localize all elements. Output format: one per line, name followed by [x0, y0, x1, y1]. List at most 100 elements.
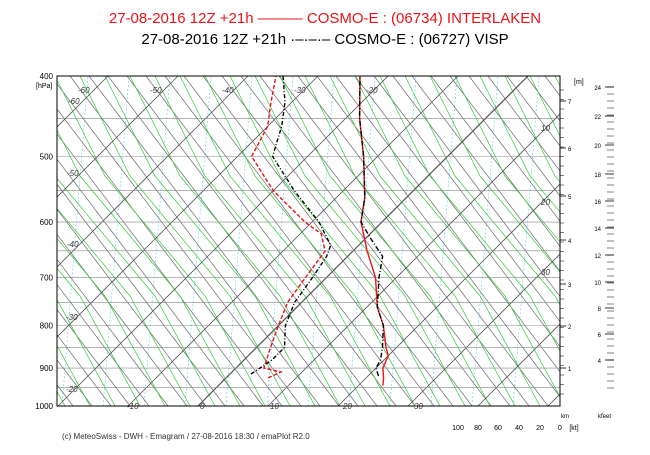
isotherm-label: -20	[366, 86, 378, 95]
isotherm-label: 0	[200, 402, 205, 411]
dry-adiabat-line	[126, 76, 378, 406]
dry-adiabat-line	[449, 76, 560, 222]
dry-adiabat-line	[107, 76, 359, 406]
dry-adiabat-line	[506, 76, 560, 147]
footer-text: (c) MeteoSwiss - DWH - Emagram / 27-08-2…	[62, 432, 310, 441]
pressure-tick-label: 400	[40, 72, 54, 81]
dry-adiabat-line	[57, 309, 131, 406]
isotherm-label: -40	[67, 240, 79, 249]
isotherm-label: 20	[342, 402, 352, 411]
mixing-ratio-line	[471, 76, 499, 406]
wind-scale-label: 0	[558, 425, 562, 432]
isotherm-label: -40	[222, 86, 234, 95]
kfeet-tick-label: 12	[594, 254, 601, 260]
interlaken-dewpoint-line	[250, 76, 326, 379]
moist-adiabat-line	[354, 76, 560, 398]
isotherm-label: 10	[270, 402, 279, 411]
isotherm-line	[337, 183, 560, 406]
mixing-ratio-line	[266, 76, 294, 406]
isotherm-line	[618, 76, 650, 406]
height-tick-label: 7	[568, 100, 572, 106]
height-axis-label: [m]	[574, 79, 584, 86]
isotherm-line	[57, 76, 249, 268]
isotherm-line	[407, 253, 560, 406]
moist-adiabat-line	[57, 267, 141, 406]
isotherm-line	[547, 393, 560, 406]
dry-adiabat-line	[57, 334, 112, 406]
moist-adiabat-line	[504, 76, 560, 183]
moist-adiabat-line	[104, 76, 316, 406]
isotherm-label: -10	[127, 402, 139, 411]
isotherm-line	[267, 113, 560, 406]
title-visp: 27-08-2016 12Z +21h ·–·–·– COSMO-E : (06…	[141, 31, 509, 48]
dry-adiabat-line	[57, 108, 283, 406]
dry-adiabat-line	[0, 76, 35, 406]
visp-dewpoint-line	[250, 76, 332, 375]
dry-adiabat-line	[164, 76, 416, 406]
pressure-axis-label: [hPa]	[36, 83, 52, 90]
isotherm-label: -50	[67, 169, 79, 178]
dry-adiabat-line	[57, 133, 264, 406]
moist-adiabat-line	[404, 76, 560, 306]
moist-adiabat-line	[129, 76, 341, 406]
kfeet-tick-label: 16	[594, 200, 601, 206]
moist-adiabat-line	[57, 207, 191, 406]
moist-adiabat-line	[79, 76, 291, 406]
dry-adiabat-line	[69, 76, 321, 406]
dry-adiabat-line	[297, 76, 549, 406]
height-tick-label: 4	[568, 239, 572, 245]
dry-adiabat-line	[57, 183, 226, 406]
mixing-ratio-line	[389, 76, 417, 406]
moist-adiabat-line	[57, 344, 91, 406]
dry-adiabat-line	[259, 76, 511, 406]
dry-adiabat-line	[278, 76, 530, 406]
visp-temperature-line	[358, 76, 385, 377]
kfeet-tick-label: 10	[594, 281, 601, 287]
dry-adiabat-line	[583, 76, 650, 406]
dry-adiabat-line	[240, 76, 492, 406]
kfeet-tick-label: 18	[594, 173, 601, 179]
profile-lines	[250, 76, 389, 386]
dry-adiabat-line	[57, 158, 245, 406]
dry-adiabat-line	[621, 76, 650, 406]
isotherm-line	[197, 76, 529, 406]
height-tick-label: 3	[568, 283, 572, 289]
dry-adiabat-line	[57, 283, 150, 406]
dry-adiabat-line	[373, 76, 560, 323]
moist-adiabat-line	[229, 76, 441, 406]
mixing-ratio-line	[512, 76, 540, 406]
dry-adiabat-line	[57, 258, 169, 406]
background-lines	[0, 76, 650, 406]
moist-adiabat-line	[57, 177, 216, 406]
moist-adiabat-line	[57, 390, 66, 406]
moist-adiabat-line	[279, 76, 491, 406]
pressure-tick-label: 600	[40, 218, 54, 227]
height-tick-label: 5	[568, 195, 572, 201]
kfeet-tick-label: 6	[598, 333, 602, 339]
mixing-ratio-line	[307, 76, 335, 406]
dry-adiabat-line	[57, 233, 188, 406]
moist-adiabat-line	[454, 76, 560, 243]
kfeet-tick-label: 22	[594, 115, 601, 121]
dry-adiabat-line	[145, 76, 397, 406]
kfeet-tick-label: 20	[594, 144, 601, 150]
moist-adiabat-label: 10	[541, 124, 550, 133]
isotherm-label: 30	[414, 402, 423, 411]
dry-adiabat-line	[57, 208, 207, 406]
moist-adiabat-line	[329, 76, 541, 406]
dry-adiabat-line	[392, 76, 560, 298]
isotherm-label: -30	[294, 86, 306, 95]
isotherm-label: -60	[68, 97, 80, 106]
pressure-tick-label: 700	[40, 274, 54, 283]
dry-adiabat-line	[57, 83, 302, 406]
pressure-tick-label: 500	[40, 152, 54, 161]
isotherm-label: -20	[66, 385, 78, 394]
moist-adiabat-line	[0, 76, 40, 406]
wind-scale-label: [kt]	[569, 425, 578, 432]
isotherm-label: -50	[150, 86, 162, 95]
isotherm-line	[57, 76, 389, 406]
kfeet-tick-label: 24	[594, 86, 601, 92]
kfeet-tick-label: 4	[598, 359, 602, 365]
